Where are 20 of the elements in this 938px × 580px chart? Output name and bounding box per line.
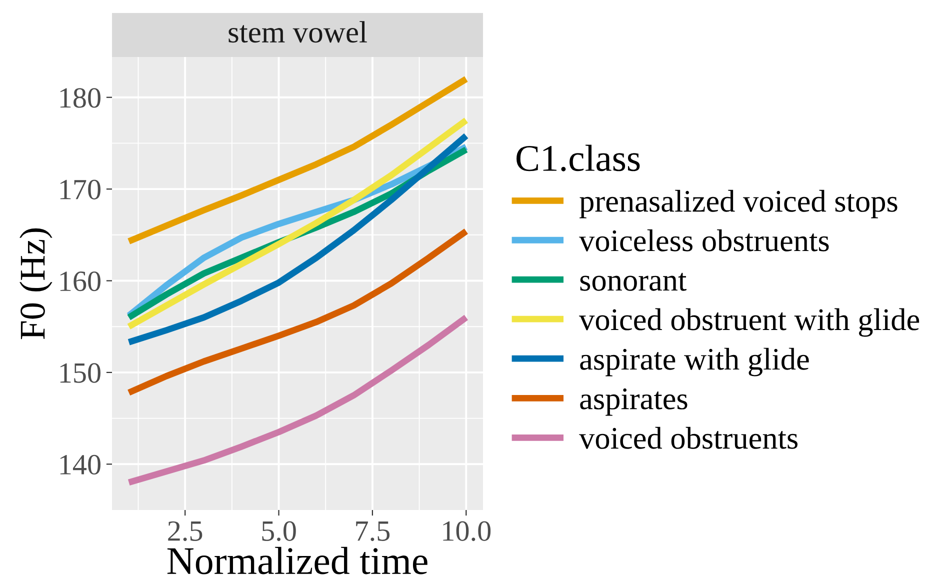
y-axis-title: F0 (Hz) bbox=[20, 228, 52, 340]
y-tick-label: 180 bbox=[60, 88, 100, 108]
x-tick-label: 2.5 bbox=[168, 521, 202, 542]
y-tick-label: 170 bbox=[60, 180, 100, 200]
x-axis-title: Normalized time bbox=[167, 546, 428, 574]
x-tick-label: 7.5 bbox=[356, 522, 390, 542]
legend-label: voiceless obstruents bbox=[579, 229, 829, 252]
y-tick-label: 160 bbox=[60, 271, 100, 292]
y-tick-label: 140 bbox=[60, 454, 100, 475]
legend-label: aspirate with glide bbox=[580, 348, 809, 376]
legend-label: sonorant bbox=[580, 272, 686, 291]
x-tick-label: 10.0 bbox=[443, 521, 491, 542]
legend-label: voiced obstruent with glide bbox=[579, 308, 920, 337]
legend-label: aspirates bbox=[580, 388, 688, 416]
y-tick-label: 150 bbox=[60, 363, 100, 383]
chart-title: stem vowel bbox=[228, 21, 367, 43]
legend-label: prenasalized voiced stops bbox=[580, 190, 898, 218]
legend-label: voiced obstruents bbox=[579, 426, 798, 449]
legend-title: C1.class bbox=[516, 144, 640, 172]
x-tick-label: 5.0 bbox=[262, 521, 296, 542]
